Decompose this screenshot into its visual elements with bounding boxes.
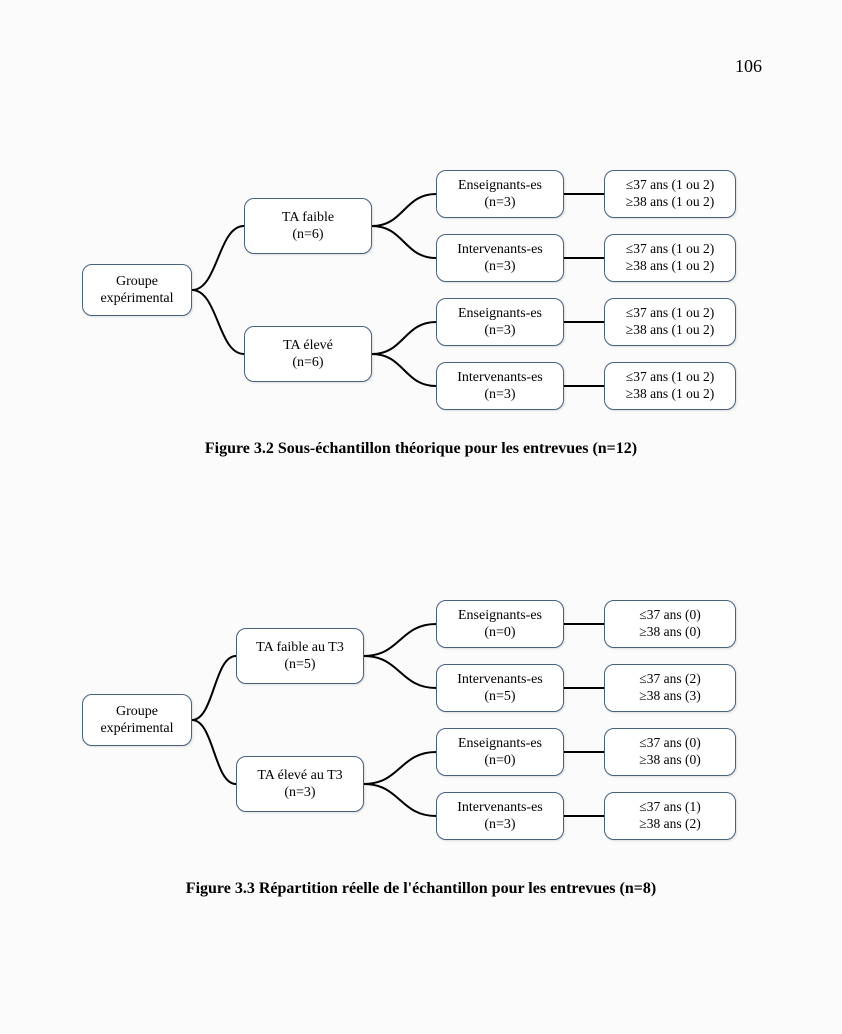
node-label: ≤37 ans (1 ou 2) [626, 177, 714, 194]
node-label: (n=3) [484, 322, 515, 340]
level3-node: Intervenants-es(n=3) [436, 362, 564, 410]
level2-node: TA élevé au T3(n=3) [236, 756, 364, 812]
node-label: expérimental [100, 290, 173, 308]
root-node: Groupeexpérimental [82, 694, 192, 746]
node-label: ≥38 ans (0) [639, 752, 700, 769]
node-label: (n=5) [484, 688, 515, 706]
level3-node: Enseignants-es(n=3) [436, 298, 564, 346]
leaf-node: ≤37 ans (1)≥38 ans (2) [604, 792, 736, 840]
diagram-actual: GroupeexpérimentalTA faible au T3(n=5)TA… [0, 600, 842, 880]
level3-node: Enseignants-es(n=0) [436, 600, 564, 648]
node-label: (n=3) [484, 194, 515, 212]
leaf-node: ≤37 ans (1 ou 2)≥38 ans (1 ou 2) [604, 234, 736, 282]
node-label: Groupe [116, 273, 158, 291]
node-label: ≥38 ans (3) [639, 688, 700, 705]
node-label: (n=3) [484, 258, 515, 276]
node-label: Intervenants-es [457, 369, 543, 387]
figure-3-3-caption: Figure 3.3 Répartition réelle de l'échan… [0, 880, 842, 898]
leaf-node: ≤37 ans (0)≥38 ans (0) [604, 728, 736, 776]
level2-node: TA faible au T3(n=5) [236, 628, 364, 684]
leaf-node: ≤37 ans (2)≥38 ans (3) [604, 664, 736, 712]
leaf-node: ≤37 ans (1 ou 2)≥38 ans (1 ou 2) [604, 298, 736, 346]
node-label: (n=6) [292, 354, 323, 372]
node-label: ≥38 ans (1 ou 2) [626, 194, 714, 211]
node-label: ≤37 ans (1) [639, 799, 700, 816]
level2-node: TA faible(n=6) [244, 198, 372, 254]
level3-node: Intervenants-es(n=5) [436, 664, 564, 712]
node-label: (n=3) [284, 784, 315, 802]
node-label: (n=6) [292, 226, 323, 244]
level3-node: Enseignants-es(n=0) [436, 728, 564, 776]
leaf-node: ≤37 ans (1 ou 2)≥38 ans (1 ou 2) [604, 170, 736, 218]
node-label: TA faible au T3 [256, 639, 344, 657]
node-label: ≤37 ans (0) [639, 735, 700, 752]
node-label: TA élevé au T3 [257, 767, 342, 785]
node-label: Groupe [116, 703, 158, 721]
node-label: expérimental [100, 720, 173, 738]
node-label: TA faible [282, 209, 334, 227]
node-label: ≤37 ans (1 ou 2) [626, 241, 714, 258]
root-node: Groupeexpérimental [82, 264, 192, 316]
node-label: (n=3) [484, 386, 515, 404]
node-label: Intervenants-es [457, 671, 543, 689]
node-label: TA élevé [283, 337, 333, 355]
node-label: Enseignants-es [458, 735, 542, 753]
level3-node: Enseignants-es(n=3) [436, 170, 564, 218]
node-label: ≥38 ans (0) [639, 624, 700, 641]
node-label: ≤37 ans (0) [639, 607, 700, 624]
node-label: (n=0) [484, 624, 515, 642]
diagram-theoretical: GroupeexpérimentalTA faible(n=6)TA élevé… [0, 170, 842, 450]
node-label: ≤37 ans (2) [639, 671, 700, 688]
leaf-node: ≤37 ans (1 ou 2)≥38 ans (1 ou 2) [604, 362, 736, 410]
node-label: Intervenants-es [457, 799, 543, 817]
leaf-node: ≤37 ans (0)≥38 ans (0) [604, 600, 736, 648]
node-label: (n=5) [284, 656, 315, 674]
level3-node: Intervenants-es(n=3) [436, 792, 564, 840]
level2-node: TA élevé(n=6) [244, 326, 372, 382]
node-label: ≤37 ans (1 ou 2) [626, 305, 714, 322]
node-label: ≥38 ans (2) [639, 816, 700, 833]
node-label: ≥38 ans (1 ou 2) [626, 386, 714, 403]
level3-node: Intervenants-es(n=3) [436, 234, 564, 282]
node-label: Enseignants-es [458, 607, 542, 625]
node-label: Intervenants-es [457, 241, 543, 259]
node-label: (n=0) [484, 752, 515, 770]
figure-3-2-caption: Figure 3.2 Sous-échantillon théorique po… [0, 440, 842, 458]
page-number: 106 [735, 56, 762, 77]
node-label: Enseignants-es [458, 177, 542, 195]
node-label: Enseignants-es [458, 305, 542, 323]
node-label: (n=3) [484, 816, 515, 834]
node-label: ≤37 ans (1 ou 2) [626, 369, 714, 386]
node-label: ≥38 ans (1 ou 2) [626, 258, 714, 275]
node-label: ≥38 ans (1 ou 2) [626, 322, 714, 339]
